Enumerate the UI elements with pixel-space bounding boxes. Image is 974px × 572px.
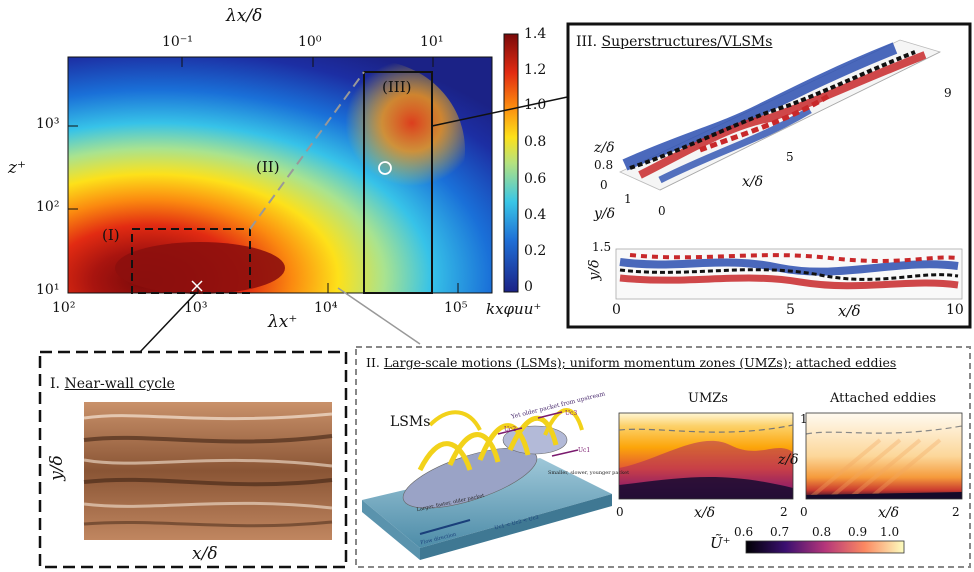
umz-cbar-tick-0.8: 0.8 [812,525,832,539]
umz-cbar-tick-0.6: 0.6 [734,525,754,539]
umz-cbar-tick-0.7: 0.7 [770,525,790,539]
panel-II-title: II. Large-scale motions (LSMs); uniform … [366,355,897,370]
vlsm-3d-visual [619,39,942,191]
near-wall-visual [83,402,333,540]
umz-cbar-tick-0.9: 0.9 [848,525,868,539]
lsm-uc2: Uc2 [504,426,517,433]
lsm-diagram [362,408,612,560]
top-tick-2: 10⁰ [298,34,322,50]
region-label-III: (III) [382,78,412,96]
panel-III-title: III. Superstructures/VLSMs [576,34,773,50]
top-axis-label: λx/δ [226,6,263,26]
region-label-I: (I) [102,226,120,244]
cbar-tick-1.4: 1.4 [524,26,547,42]
vlsm2-x-label: x/δ [838,302,861,320]
region-III-box [363,71,433,294]
vlsm-y-label: y/δ [594,206,616,222]
spectrum-colorbar [503,33,519,293]
cbar-tick-1.0: 1.0 [524,97,547,113]
umz-cbar-tick-1.0: 1.0 [880,525,900,539]
vlsm-x-five: 5 [786,150,794,164]
x-tick-1000: 10³ [184,300,208,316]
cbar-tick-0: 0 [524,279,533,295]
peak-inner-marker [191,280,203,292]
umz-x-zero: 0 [616,505,624,519]
top-tick-3: 10¹ [420,34,444,50]
y-tick-10: 10¹ [36,282,60,298]
cbar-tick-0.6: 0.6 [524,171,547,187]
y-tick-1000: 10³ [36,116,60,132]
umz-x-two: 2 [780,505,788,519]
connector-I [139,292,197,353]
umz-z-one: 1 [800,412,808,426]
top-tick-1: 10⁻¹ [162,34,193,50]
vlsm2-x-five: 5 [786,302,795,318]
vlsm-z-label: z/δ [594,140,615,156]
lsm-uc1: Uc1 [578,447,591,454]
vlsm2-x-ten: 10 [946,302,964,318]
y-axis-label: z⁺ [8,158,26,178]
umz-z-label: z/δ [778,452,799,468]
x-tick-10000: 10⁴ [314,300,338,316]
attached-x-zero: 0 [800,505,808,519]
peak-outer-marker [378,161,392,175]
region-I-box [131,228,251,294]
vlsm-x-zero: 0 [658,204,666,218]
cbar-tick-0.2: 0.2 [524,243,547,259]
connector-III [431,95,573,127]
cbar-tick-1.2: 1.2 [524,62,547,78]
x-axis-label: λx⁺ [268,312,298,332]
connector-II [337,287,421,345]
x-tick-100: 10² [52,300,76,316]
y-tick-100: 10² [36,199,60,215]
attached-eddies-visual [805,412,963,500]
vlsm-x-label: x/δ [742,174,764,190]
cbar-tick-0.8: 0.8 [524,134,547,150]
vlsm-2d-visual [615,248,963,300]
cbar-label: kxφuu⁺ [486,300,542,318]
spectrum-axis-ticks [67,57,459,294]
vlsm2-x-zero: 0 [612,302,621,318]
vlsm-one: 1 [624,192,632,206]
x-tick-100000: 10⁵ [444,300,468,316]
attached-title: Attached eddies [830,391,937,406]
near-wall-x-label: x/δ [192,544,218,564]
vlsm-x-nine: 9 [944,86,952,100]
lsm-label: LSMs [390,414,431,430]
lsm-uc3: Uc3 [565,410,578,417]
umz-cbar-label: Ũ⁺ [710,534,731,552]
umz-title: UMZs [688,391,728,406]
lsm-annot-mid: Smaller, slower, younger packet [548,470,630,476]
vlsm2-y-value: 1.5 [592,240,612,254]
panel-I-title: I. Near-wall cycle [50,376,175,392]
region-label-II: (II) [256,158,280,176]
umz-x-label: x/δ [694,505,716,521]
cbar-tick-0.4: 0.4 [524,207,547,223]
attached-x-two: 2 [952,505,960,519]
spectrum-map [67,56,493,294]
attached-x-label: x/δ [878,505,900,521]
near-wall-y-label: y/δ [46,455,67,481]
region-II-line [249,71,365,230]
umz-visual [618,412,794,500]
umz-interface-line [618,424,794,433]
vlsm2-y-label: y/δ [586,259,603,281]
umz-colorbar [745,540,905,554]
vlsm-zero: 0 [600,178,608,192]
vlsm-z-value: 0.8 [594,158,614,172]
